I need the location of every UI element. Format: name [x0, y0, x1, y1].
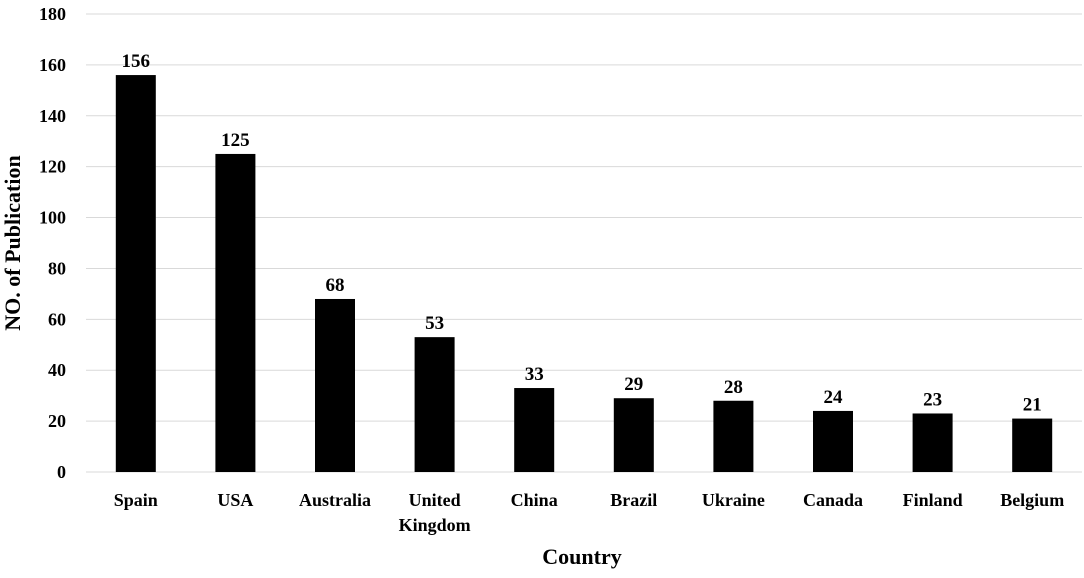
y-tick-label: 40 — [48, 360, 66, 380]
bar-finland — [912, 413, 953, 472]
data-label: 53 — [425, 313, 444, 334]
bar-spain — [115, 75, 156, 473]
x-tick-label: Kingdom — [399, 515, 471, 535]
data-label: 29 — [624, 374, 643, 395]
y-tick-label: 140 — [39, 106, 66, 126]
y-axis-title: NO. of Publication — [0, 155, 25, 330]
y-tick-label: 120 — [39, 157, 66, 177]
x-tick-label: Spain — [114, 490, 158, 510]
data-label: 68 — [326, 275, 345, 296]
data-labels: 156 125 68 53 33 29 28 24 23 21 — [122, 51, 1042, 416]
x-tick-label: Brazil — [610, 490, 657, 510]
bar-china — [514, 388, 555, 472]
data-label: 125 — [221, 130, 250, 151]
bar-canada — [813, 410, 853, 472]
y-tick-label: 160 — [39, 55, 66, 75]
x-tick-label: Canada — [803, 490, 863, 510]
x-axis-title: Country — [542, 544, 621, 569]
y-tick-label: 0 — [57, 462, 66, 482]
bar-brazil — [613, 398, 654, 472]
y-tick-label: 80 — [48, 258, 66, 278]
y-tick-label: 180 — [39, 4, 66, 24]
x-tick-label: Belgium — [1000, 490, 1064, 510]
bar-usa — [215, 153, 256, 472]
x-tick-label: United — [409, 490, 461, 510]
y-tick-label: 60 — [48, 309, 66, 329]
data-label: 28 — [724, 377, 743, 398]
bar-belgium — [1012, 418, 1053, 472]
x-tick-label: Australia — [299, 490, 371, 510]
data-label: 24 — [824, 387, 844, 408]
bar-ukraine — [713, 400, 754, 472]
data-label: 156 — [122, 51, 151, 72]
bars — [115, 75, 1053, 473]
data-label: 33 — [525, 364, 544, 385]
x-tick-label: Finland — [903, 490, 963, 510]
y-axis-ticks: 0 20 40 60 80 100 120 140 160 180 — [39, 4, 66, 482]
x-tick-label: USA — [217, 490, 253, 510]
x-axis-ticks: Spain USA Australia United Kingdom China Brazi… — [114, 490, 1064, 535]
y-tick-label: 100 — [39, 208, 66, 228]
data-label: 21 — [1023, 395, 1042, 416]
bar-united-kingdom — [414, 337, 455, 472]
bar-australia — [315, 298, 355, 472]
x-tick-label: China — [511, 490, 558, 510]
data-label: 23 — [923, 389, 942, 410]
x-tick-label: Ukraine — [702, 490, 765, 510]
y-tick-label: 20 — [48, 411, 66, 431]
